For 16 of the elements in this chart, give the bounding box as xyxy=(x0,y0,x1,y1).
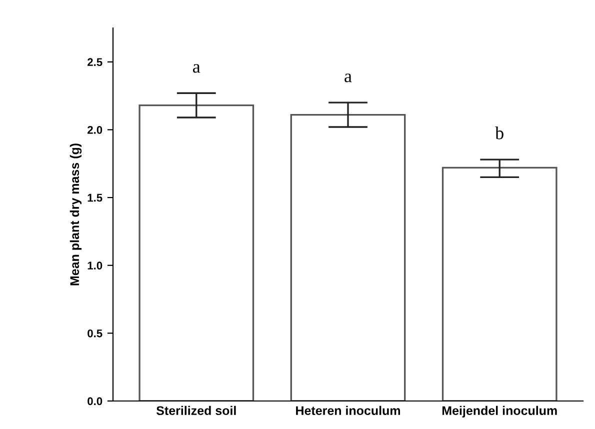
x-tick-label: Sterilized soil xyxy=(156,406,236,416)
y-tick-label: 1.5 xyxy=(88,194,102,202)
bar xyxy=(290,114,406,401)
bar xyxy=(442,166,558,401)
bar xyxy=(138,104,254,401)
annotation: a xyxy=(193,64,200,73)
y-tick-label: 1.0 xyxy=(88,262,102,270)
y-tick-label: 2.5 xyxy=(88,58,102,66)
x-tick-label: Heteren inoculum xyxy=(296,406,400,416)
y-tick-label: 2.0 xyxy=(88,126,102,134)
annotation: b xyxy=(495,126,504,140)
annotation: a xyxy=(344,74,352,82)
y-axis-title: Mean plant dry mass (g) xyxy=(70,144,82,286)
y-tick-label: 0.5 xyxy=(88,329,102,338)
y-tick-label: 0.0 xyxy=(88,397,102,406)
x-tick-label: Meijendel inoculum xyxy=(442,406,557,418)
